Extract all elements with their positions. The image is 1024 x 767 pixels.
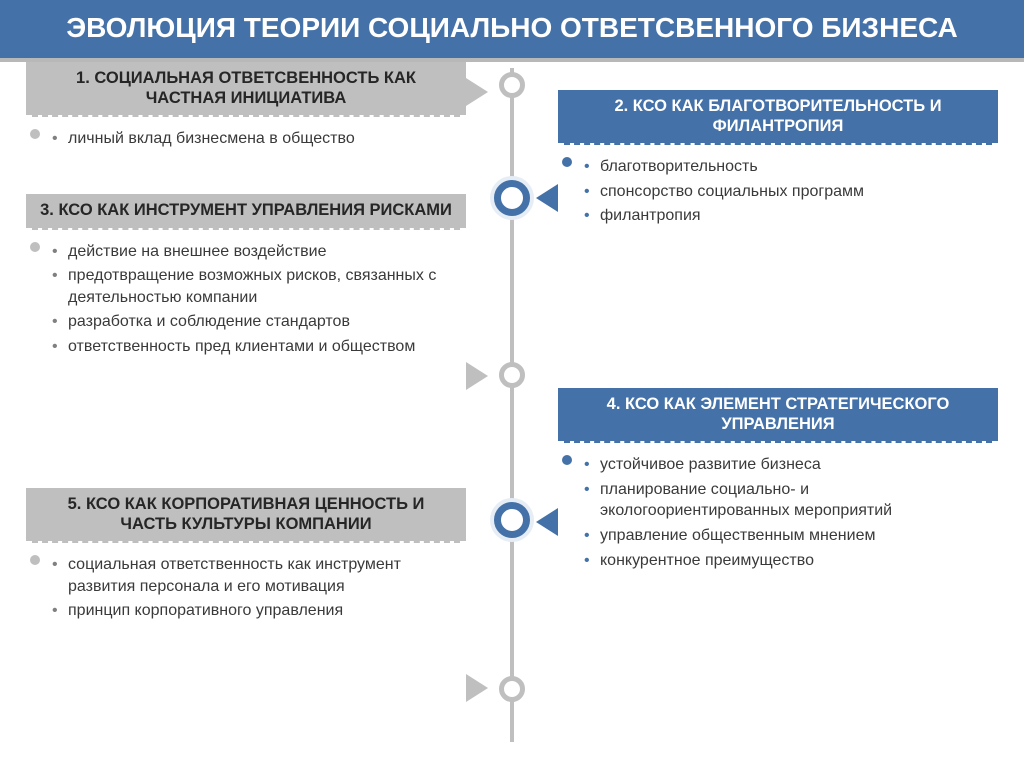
list-item: принцип корпоративного управления	[52, 600, 458, 622]
stage-list-1: личный вклад бизнесмена в общество	[52, 128, 458, 150]
stage-body-1: личный вклад бизнесмена в общество	[26, 117, 466, 163]
accent-dot-icon	[30, 555, 40, 565]
stage-list-2: благотворительность спонсорство социальны…	[584, 156, 990, 227]
pointer-arrow-icon	[466, 674, 488, 702]
stage-card-1: 1. СОЦИАЛЬНАЯ ОТВЕТСВЕННОСТЬ КАК ЧАСТНАЯ…	[26, 62, 466, 163]
list-item: устойчивое развитие бизнеса	[584, 454, 990, 476]
timeline-node-3	[499, 362, 525, 388]
list-item: разработка и соблюдение стандартов	[52, 311, 458, 333]
list-item: социальная ответственность как инструмен…	[52, 554, 458, 597]
stage-header-3: 3. КСО КАК ИНСТРУМЕНТ УПРАВЛЕНИЯ РИСКАМИ	[26, 194, 466, 227]
stage-list-4: устойчивое развитие бизнеса планирование …	[584, 454, 990, 571]
stage-list-5: социальная ответственность как инструмен…	[52, 554, 458, 622]
stage-body-5: социальная ответственность как инструмен…	[26, 543, 466, 635]
timeline-node-1	[499, 72, 525, 98]
list-item: предотвращение возможных рисков, связанн…	[52, 265, 458, 308]
stage-body-4: устойчивое развитие бизнеса планирование …	[558, 443, 998, 584]
timeline-node-5	[499, 676, 525, 702]
stage-header-5: 5. КСО КАК КОРПОРАТИВНАЯ ЦЕННОСТЬ И ЧАСТ…	[26, 488, 466, 541]
list-item: действие на внешнее воздействие	[52, 241, 458, 263]
stage-body-3: действие на внешнее воздействиепредотвра…	[26, 230, 466, 371]
list-item: личный вклад бизнесмена в общество	[52, 128, 458, 150]
pointer-arrow-icon	[466, 78, 488, 106]
pointer-arrow-icon	[536, 508, 558, 536]
pointer-arrow-icon	[466, 362, 488, 390]
stage-card-2: 2. КСО КАК БЛАГОТВОРИТЕЛЬНОСТЬ И ФИЛАНТР…	[558, 90, 998, 240]
stage-card-5: 5. КСО КАК КОРПОРАТИВНАЯ ЦЕННОСТЬ И ЧАСТ…	[26, 488, 466, 635]
list-item: планирование социально- и экологоориенти…	[584, 479, 990, 522]
list-item: филантропия	[584, 205, 990, 227]
stage-body-2: благотворительность спонсорство социальны…	[558, 145, 998, 240]
accent-dot-icon	[562, 455, 572, 465]
stage-card-4: 4. КСО КАК ЭЛЕМЕНТ СТРАТЕГИЧЕСКОГО УПРАВ…	[558, 388, 998, 584]
timeline-axis	[510, 68, 514, 742]
page-title: ЭВОЛЮЦИЯ ТЕОРИИ СОЦИАЛЬНО ОТВЕТСВЕННОГО …	[0, 0, 1024, 62]
accent-dot-icon	[30, 129, 40, 139]
pointer-arrow-icon	[536, 184, 558, 212]
timeline-canvas: 1. СОЦИАЛЬНАЯ ОТВЕТСВЕННОСТЬ КАК ЧАСТНАЯ…	[0, 62, 1024, 742]
accent-dot-icon	[30, 242, 40, 252]
stage-header-4: 4. КСО КАК ЭЛЕМЕНТ СТРАТЕГИЧЕСКОГО УПРАВ…	[558, 388, 998, 441]
list-item: благотворительность	[584, 156, 990, 178]
list-item: управление общественным мнением	[584, 525, 990, 547]
stage-list-3: действие на внешнее воздействиепредотвра…	[52, 241, 458, 358]
list-item: ответственность пред клиентами и обществ…	[52, 336, 458, 358]
list-item: спонсорство социальных программ	[584, 181, 990, 203]
timeline-node-4	[494, 502, 530, 538]
stage-header-2: 2. КСО КАК БЛАГОТВОРИТЕЛЬНОСТЬ И ФИЛАНТР…	[558, 90, 998, 143]
timeline-node-2	[494, 180, 530, 216]
stage-header-1: 1. СОЦИАЛЬНАЯ ОТВЕТСВЕННОСТЬ КАК ЧАСТНАЯ…	[26, 62, 466, 115]
list-item: конкурентное преимущество	[584, 550, 990, 572]
accent-dot-icon	[562, 157, 572, 167]
stage-card-3: 3. КСО КАК ИНСТРУМЕНТ УПРАВЛЕНИЯ РИСКАМИ…	[26, 194, 466, 370]
